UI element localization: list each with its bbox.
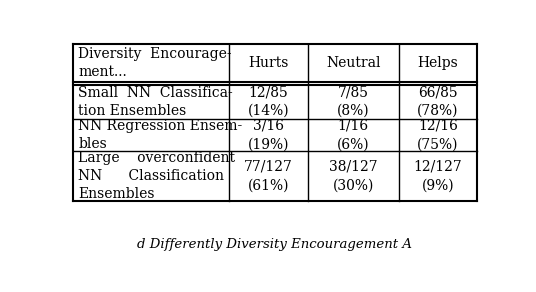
Text: 3/16
(19%): 3/16 (19%) <box>248 119 289 151</box>
Text: 12/85
(14%): 12/85 (14%) <box>248 86 289 118</box>
Text: Large    overconfident
NN      Classification
Ensembles: Large overconfident NN Classification En… <box>78 151 235 201</box>
Text: Hurts: Hurts <box>248 56 288 70</box>
Text: 38/127
(30%): 38/127 (30%) <box>329 160 377 192</box>
Text: Neutral: Neutral <box>326 56 381 70</box>
Text: 12/127
(9%): 12/127 (9%) <box>414 160 463 192</box>
Text: d Differently Diversity Encouragement A: d Differently Diversity Encouragement A <box>137 238 412 251</box>
Text: 7/85
(8%): 7/85 (8%) <box>337 86 369 118</box>
Text: 66/85
(78%): 66/85 (78%) <box>417 86 459 118</box>
Text: 1/16
(6%): 1/16 (6%) <box>337 119 369 151</box>
Text: 77/127
(61%): 77/127 (61%) <box>244 160 293 192</box>
Text: NN Regression Ensem-
bles: NN Regression Ensem- bles <box>78 119 242 151</box>
Text: Small  NN  Classifica-
tion Ensembles: Small NN Classifica- tion Ensembles <box>78 86 233 118</box>
Text: 12/16
(75%): 12/16 (75%) <box>417 119 459 151</box>
Text: Helps: Helps <box>418 56 458 70</box>
Text: Diversity  Encourage-
ment...: Diversity Encourage- ment... <box>78 47 232 79</box>
